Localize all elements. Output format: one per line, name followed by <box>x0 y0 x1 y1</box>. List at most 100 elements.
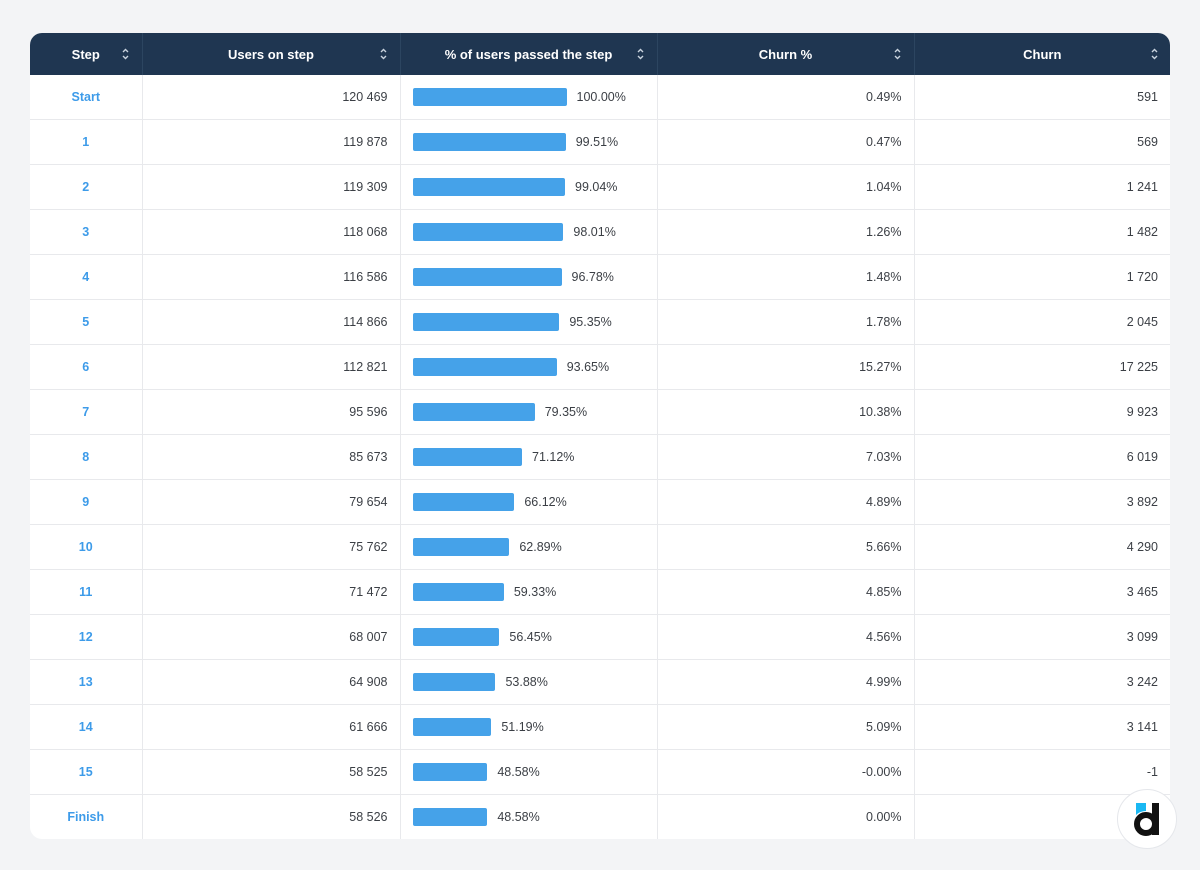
churn-cell: 591 <box>914 75 1170 120</box>
pct-passed-label: 100.00% <box>576 90 626 104</box>
pct-passed-cell: 93.65% <box>400 344 658 390</box>
table-row: 11 71 472 59.33% 4.85% 3 465 <box>30 569 1170 615</box>
churn-pct-cell: 4.99% <box>657 659 915 705</box>
pct-passed-cell: 99.04% <box>400 164 658 210</box>
step-link[interactable]: 10 <box>30 524 143 570</box>
users-on-step-cell: 120 469 <box>142 75 401 120</box>
progress-bar-container: 96.78% <box>412 255 657 299</box>
step-link[interactable]: 13 <box>30 659 143 705</box>
step-link[interactable]: 8 <box>30 434 143 480</box>
users-on-step-cell: 112 821 <box>142 344 401 390</box>
table-row: 7 95 596 79.35% 10.38% 9 923 <box>30 389 1170 435</box>
pct-passed-cell: 98.01% <box>400 209 658 255</box>
step-link[interactable]: 9 <box>30 479 143 525</box>
pct-passed-label: 51.19% <box>501 720 544 734</box>
pct-passed-label: 99.51% <box>575 135 619 149</box>
churn-pct-cell: 5.09% <box>657 704 915 750</box>
users-on-step-cell: 118 068 <box>142 209 401 255</box>
step-link[interactable]: 5 <box>30 299 143 345</box>
users-on-step-cell: 85 673 <box>142 434 401 480</box>
table-row: 9 79 654 66.12% 4.89% 3 892 <box>30 479 1170 525</box>
progress-bar <box>412 133 566 151</box>
progress-bar <box>412 718 492 736</box>
users-on-step-cell: 68 007 <box>142 614 401 660</box>
pct-passed-cell: 48.58% <box>400 749 658 795</box>
progress-bar <box>412 493 515 511</box>
sort-updown-icon[interactable] <box>894 48 902 60</box>
progress-bar-container: 48.58% <box>412 795 657 839</box>
churn-cell: 569 <box>914 119 1170 165</box>
users-on-step-cell: 79 654 <box>142 479 401 525</box>
churn-pct-cell: 7.03% <box>657 434 915 480</box>
column-header-pct-passed[interactable]: % of users passed the step <box>400 33 658 75</box>
churn-pct-cell: 1.26% <box>657 209 915 255</box>
table-row: 3 118 068 98.01% 1.26% 1 482 <box>30 209 1170 255</box>
column-header-users[interactable]: Users on step <box>142 33 401 75</box>
progress-bar <box>412 673 496 691</box>
step-link[interactable]: 14 <box>30 704 143 750</box>
table-row: 12 68 007 56.45% 4.56% 3 099 <box>30 614 1170 660</box>
table-row: 10 75 762 62.89% 5.66% 4 290 <box>30 524 1170 570</box>
progress-bar-container: 53.88% <box>412 660 657 704</box>
column-header-churn[interactable]: Churn <box>914 33 1170 75</box>
pct-passed-cell: 79.35% <box>400 389 658 435</box>
sort-updown-icon[interactable] <box>1150 48 1158 60</box>
progress-bar-container: 56.45% <box>412 615 657 659</box>
step-link[interactable]: 6 <box>30 344 143 390</box>
step-link[interactable]: 15 <box>30 749 143 795</box>
sort-updown-icon[interactable] <box>380 48 388 60</box>
churn-cell: 3 242 <box>914 659 1170 705</box>
progress-bar-container: 99.51% <box>412 120 657 164</box>
churn-pct-cell: -0.00% <box>657 749 915 795</box>
churn-pct-cell: 0.49% <box>657 75 915 120</box>
step-link[interactable]: 2 <box>30 164 143 210</box>
progress-bar-container: 98.01% <box>412 210 657 254</box>
churn-pct-cell: 0.00% <box>657 794 915 839</box>
pct-passed-label: 79.35% <box>544 405 588 419</box>
pct-passed-cell: 100.00% <box>400 75 658 120</box>
devtodev-logo-icon[interactable] <box>1117 789 1177 849</box>
column-header-step[interactable]: Step <box>30 33 143 75</box>
pct-passed-label: 48.58% <box>497 765 540 779</box>
churn-pct-cell: 0.47% <box>657 119 915 165</box>
funnel-table: Step Users on step <box>30 33 1170 839</box>
progress-bar <box>412 178 566 196</box>
users-on-step-cell: 119 878 <box>142 119 401 165</box>
churn-cell: 4 290 <box>914 524 1170 570</box>
pct-passed-label: 56.45% <box>509 630 552 644</box>
column-header-label: Step <box>71 46 100 62</box>
progress-bar <box>412 538 510 556</box>
table-row: 2 119 309 99.04% 1.04% 1 241 <box>30 164 1170 210</box>
table-row: 4 116 586 96.78% 1.48% 1 720 <box>30 254 1170 300</box>
churn-pct-cell: 15.27% <box>657 344 915 390</box>
churn-cell: 6 019 <box>914 434 1170 480</box>
step-link[interactable]: Start <box>30 75 143 120</box>
progress-bar <box>412 448 523 466</box>
churn-pct-cell: 1.04% <box>657 164 915 210</box>
step-link[interactable]: 3 <box>30 209 143 255</box>
users-on-step-cell: 75 762 <box>142 524 401 570</box>
pct-passed-cell: 51.19% <box>400 704 658 750</box>
pct-passed-label: 99.04% <box>575 180 618 194</box>
progress-bar <box>412 268 562 286</box>
step-link[interactable]: 11 <box>30 569 143 615</box>
step-link[interactable]: 12 <box>30 614 143 660</box>
sort-updown-icon[interactable] <box>122 48 130 60</box>
step-link[interactable]: 7 <box>30 389 143 435</box>
table-row: 8 85 673 71.12% 7.03% 6 019 <box>30 434 1170 480</box>
churn-cell: 1 482 <box>914 209 1170 255</box>
column-header-churn-pct[interactable]: Churn % <box>657 33 915 75</box>
table-row: 13 64 908 53.88% 4.99% 3 242 <box>30 659 1170 705</box>
table-row: Start 120 469 100.00% 0.49% 591 <box>30 75 1170 120</box>
churn-cell: 3 141 <box>914 704 1170 750</box>
step-link[interactable]: 4 <box>30 254 143 300</box>
progress-bar <box>412 583 504 601</box>
churn-cell: 9 923 <box>914 389 1170 435</box>
step-link[interactable]: Finish <box>30 794 143 839</box>
churn-cell: 17 225 <box>914 344 1170 390</box>
pct-passed-label: 48.58% <box>497 810 540 824</box>
pct-passed-cell: 95.35% <box>400 299 658 345</box>
churn-pct-cell: 4.89% <box>657 479 915 525</box>
step-link[interactable]: 1 <box>30 119 143 165</box>
sort-updown-icon[interactable] <box>637 48 645 60</box>
